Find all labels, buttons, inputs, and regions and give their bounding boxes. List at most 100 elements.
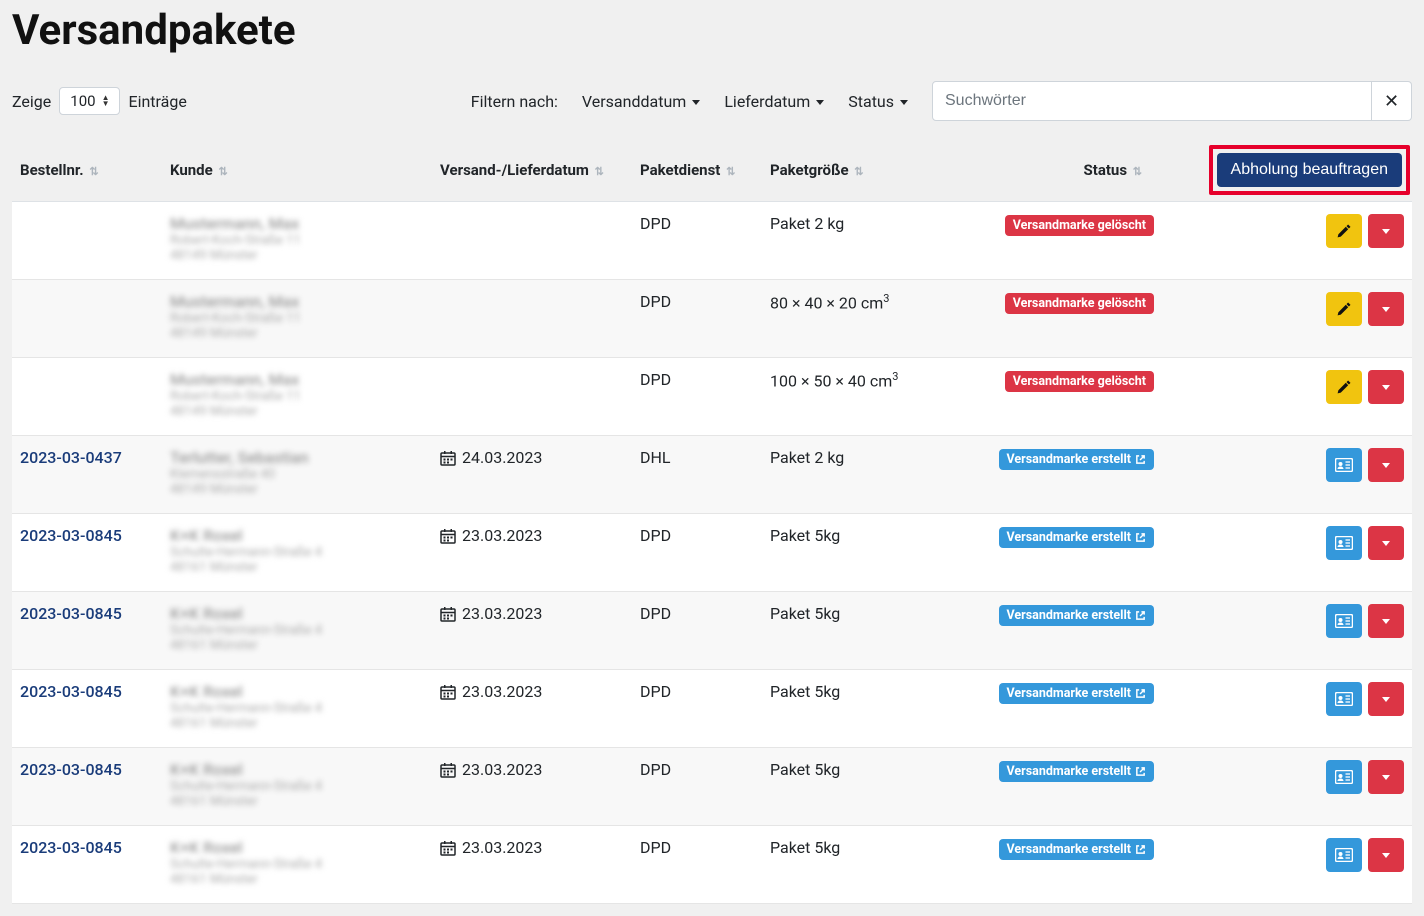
edit-button[interactable] [1326,214,1362,248]
cell-actions [1162,592,1412,670]
filter-delivery-date-label: Lieferdatum [724,92,810,111]
cell-actions [1162,670,1412,748]
row-actions-dropdown[interactable] [1368,838,1404,872]
external-link-icon [1135,688,1146,699]
edit-button[interactable] [1326,370,1362,404]
col-status[interactable]: Status [972,139,1162,202]
order-link[interactable]: 2023-03-0845 [20,604,122,623]
filter-status[interactable]: Status [848,92,908,111]
col-order[interactable]: Bestellnr. [12,139,162,202]
status-badge-created[interactable]: Versandmarke erstellt [999,449,1154,470]
address-card-button[interactable] [1326,526,1362,560]
cell-customer: Mustermann, MaxRobert-Koch-Straße 114814… [162,358,432,436]
order-link[interactable]: 2023-03-0845 [20,526,122,545]
cell-customer: K+K RoxelSchulte-Hermann-Straße 448161 M… [162,514,432,592]
customer-addr: Robert-Koch-Straße 11 [170,389,424,404]
row-actions-dropdown[interactable] [1368,292,1404,326]
col-date-label: Versand-/Lieferdatum [440,161,589,179]
row-actions-dropdown[interactable] [1368,526,1404,560]
order-link[interactable]: 2023-03-0845 [20,760,122,779]
row-actions-dropdown[interactable] [1368,604,1404,638]
cell-actions [1162,202,1412,280]
cell-size: Paket 2 kg [762,436,972,514]
caret-down-icon [1382,457,1390,474]
col-customer-label: Kunde [170,161,213,179]
address-card-button[interactable] [1326,838,1362,872]
address-card-button[interactable] [1326,760,1362,794]
status-badge-created[interactable]: Versandmarke erstellt [999,839,1154,860]
address-card-icon [1335,614,1353,628]
request-pickup-button[interactable]: Abholung beauftragen [1217,153,1402,187]
table-row: 2023-03-0437Terlutter, SebastianKlemenss… [12,436,1412,514]
cell-date: 24.03.2023 [432,436,632,514]
address-card-button[interactable] [1326,604,1362,638]
customer-name: K+K Roxel [170,682,424,701]
row-actions-dropdown[interactable] [1368,682,1404,716]
row-actions-dropdown[interactable] [1368,448,1404,482]
col-actions: Abholung beauftragen [1162,139,1412,202]
cell-size: Paket 5kg [762,748,972,826]
sort-icon [218,165,227,178]
cell-actions [1162,826,1412,904]
date-value: 24.03.2023 [462,448,542,467]
caret-down-icon [1382,613,1390,630]
cell-order: 2023-03-0845 [12,748,162,826]
cell-size: 100 × 50 × 40 cm3 [762,358,972,436]
status-badge-deleted: Versandmarke gelöscht [1005,293,1154,314]
filter-delivery-date[interactable]: Lieferdatum [724,92,824,111]
search-clear-button[interactable]: ✕ [1372,81,1412,121]
customer-addr: 48161 Münster [170,794,424,809]
cell-status: Versandmarke erstellt [972,748,1162,826]
cell-carrier: DPD [632,514,762,592]
customer-name: K+K Roxel [170,760,424,779]
cell-size: Paket 2 kg [762,202,972,280]
search-input[interactable] [932,81,1372,121]
pencil-icon [1336,223,1352,239]
customer-name: Mustermann, Max [170,214,424,233]
caret-down-icon [1382,535,1390,552]
row-actions-dropdown[interactable] [1368,760,1404,794]
external-link-icon [1135,532,1146,543]
cell-actions [1162,748,1412,826]
page-length-select[interactable]: 100 [59,87,120,115]
caret-down-icon [1382,301,1390,318]
customer-addr: Robert-Koch-Straße 11 [170,233,424,248]
order-link[interactable]: 2023-03-0437 [20,448,122,467]
edit-button[interactable] [1326,292,1362,326]
order-link[interactable]: 2023-03-0845 [20,838,122,857]
filter-shipping-date[interactable]: Versanddatum [582,92,700,111]
order-link[interactable]: 2023-03-0845 [20,682,122,701]
filter-status-label: Status [848,92,894,111]
col-date[interactable]: Versand-/Lieferdatum [432,139,632,202]
status-badge-created[interactable]: Versandmarke erstellt [999,605,1154,626]
status-badge-created[interactable]: Versandmarke erstellt [999,527,1154,548]
caret-down-icon [900,92,908,111]
sort-icon [1133,165,1142,178]
address-card-button[interactable] [1326,682,1362,716]
close-icon: ✕ [1384,91,1399,112]
filter-label: Filtern nach: [471,92,558,111]
status-badge-created[interactable]: Versandmarke erstellt [999,683,1154,704]
caret-down-icon [692,92,700,111]
customer-addr: 48161 Münster [170,560,424,575]
packages-table: Bestellnr. Kunde Versand-/Lieferdatum Pa… [12,139,1412,904]
customer-addr: Klemensstraße 40 [170,467,424,482]
address-card-button[interactable] [1326,448,1362,482]
status-badge-created[interactable]: Versandmarke erstellt [999,761,1154,782]
address-card-icon [1335,692,1353,706]
customer-name: K+K Roxel [170,526,424,545]
address-card-icon [1335,458,1353,472]
address-card-icon [1335,770,1353,784]
cell-date [432,358,632,436]
caret-down-icon [816,92,824,111]
calendar-icon [440,528,456,544]
col-customer[interactable]: Kunde [162,139,432,202]
cell-date [432,280,632,358]
row-actions-dropdown[interactable] [1368,370,1404,404]
sort-icon [854,165,863,178]
col-size[interactable]: Paketgröße [762,139,972,202]
customer-addr: 48149 Münster [170,482,424,497]
col-carrier[interactable]: Paketdienst [632,139,762,202]
table-row: 2023-03-0845K+K RoxelSchulte-Hermann-Str… [12,592,1412,670]
row-actions-dropdown[interactable] [1368,214,1404,248]
